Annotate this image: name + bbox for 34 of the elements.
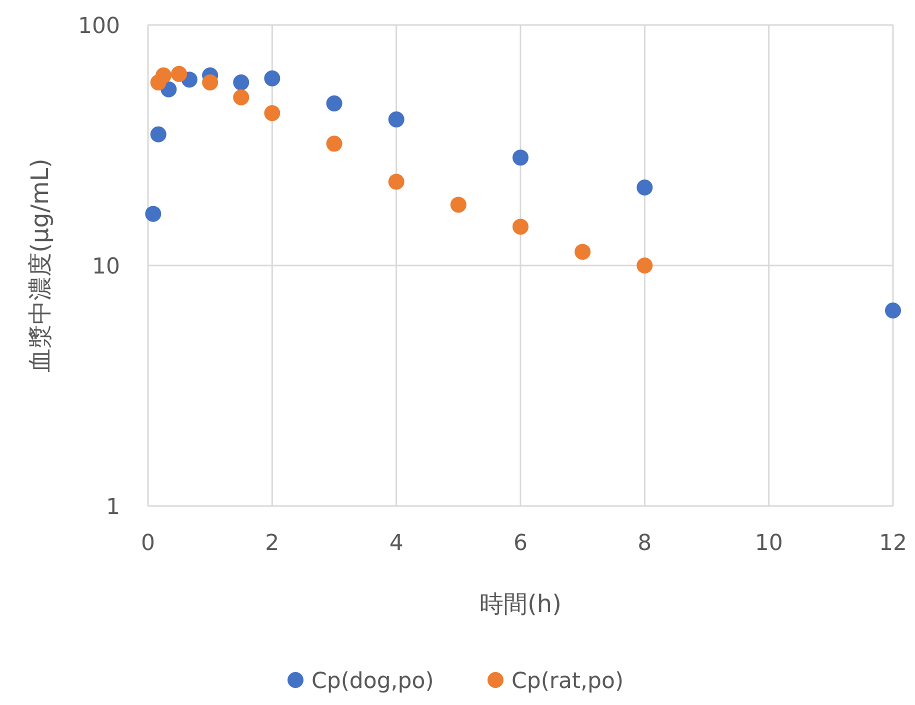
- x-axis-title: 時間(h): [480, 590, 562, 618]
- x-tick-label: 0: [141, 531, 155, 556]
- y-tick-label: 1: [106, 495, 120, 520]
- x-tick-label: 4: [389, 531, 404, 556]
- point: [450, 196, 466, 213]
- legend-label: Cp(rat,po): [512, 669, 624, 694]
- point: [388, 174, 404, 190]
- point: [264, 105, 280, 122]
- legend-label: Cp(dog,po): [312, 669, 434, 694]
- x-tick-label: 6: [514, 531, 528, 556]
- point: [150, 126, 166, 142]
- point: [202, 74, 218, 90]
- x-tick-label: 8: [638, 531, 652, 556]
- point: [326, 95, 342, 112]
- point: [145, 206, 162, 222]
- point: [636, 180, 653, 196]
- point: [233, 74, 250, 90]
- x-tick-label: 12: [879, 531, 907, 556]
- y-axis-title: 血漿中濃度(μg/mL): [26, 158, 54, 373]
- point: [574, 244, 591, 260]
- y-tick-label: 100: [78, 14, 120, 39]
- point: [388, 111, 404, 128]
- point: [171, 66, 188, 82]
- point: [512, 218, 528, 235]
- point: [264, 70, 280, 86]
- y-tick-label: 10: [92, 254, 120, 280]
- point: [636, 258, 653, 274]
- x-tick-label: 10: [754, 531, 783, 556]
- x-tick-label: 2: [265, 531, 280, 556]
- point: [233, 89, 250, 106]
- point: [885, 302, 901, 318]
- point: [156, 67, 172, 84]
- point: [512, 150, 528, 166]
- point: [326, 136, 342, 152]
